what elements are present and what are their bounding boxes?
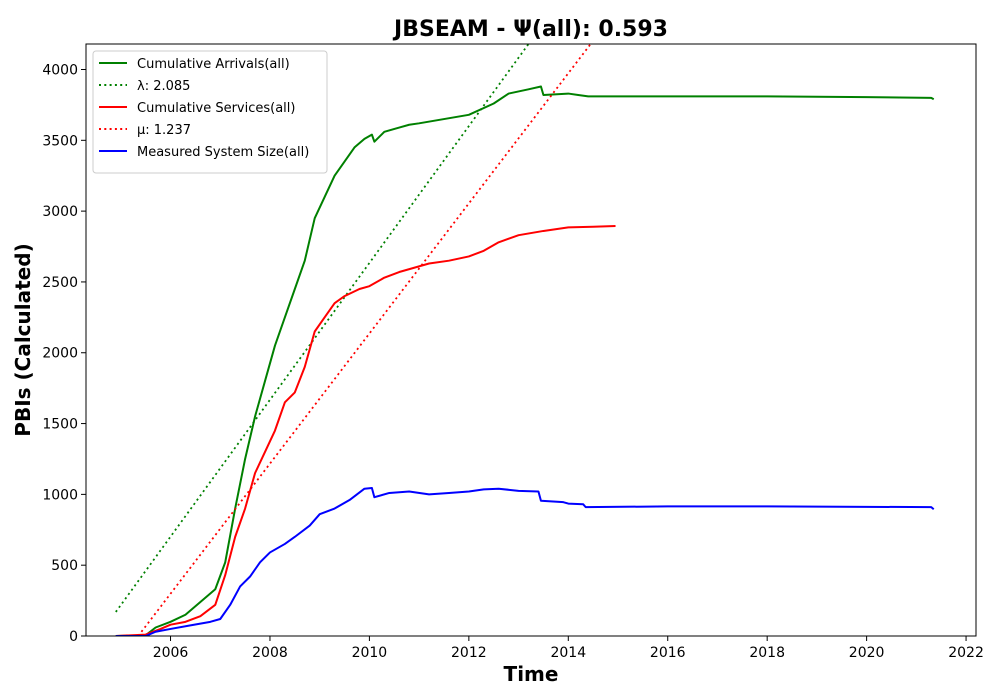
series-line-1 <box>115 44 530 613</box>
y-tick-label: 3500 <box>42 133 78 149</box>
legend-label-3: μ: 1.237 <box>137 123 191 138</box>
x-tick-label: 2012 <box>451 645 487 661</box>
y-tick-label: 2000 <box>42 346 78 362</box>
x-tick-label: 2008 <box>252 645 288 661</box>
series-line-0 <box>115 85 935 636</box>
x-axis-label: Time <box>504 662 559 686</box>
x-axis: 2006 2008 2010 2012 2014 2016 2018 2020 2022 <box>153 636 984 661</box>
y-tick-label: 2500 <box>42 275 78 291</box>
y-tick-label: 1000 <box>42 487 78 503</box>
legend: Cumulative Arrivals(all) λ: 2.085 Cumulati… <box>92 50 328 174</box>
legend-label-0: Cumulative Arrivals(all) <box>137 57 290 72</box>
y-tick-label: 3000 <box>42 204 78 220</box>
plot-frame <box>85 43 977 637</box>
y-tick-label: 500 <box>51 558 78 574</box>
chart-title: JBSEAM - Ψ(all): 0.593 <box>392 17 668 42</box>
x-tick-label: 2014 <box>550 645 586 661</box>
legend-label-4: Measured System Size(all) <box>137 145 309 160</box>
x-tick-label: 2022 <box>948 645 984 661</box>
y-axis-label: PBIs (Calculated) <box>11 243 35 436</box>
series-line-3 <box>137 44 592 636</box>
x-tick-label: 2006 <box>153 645 189 661</box>
series-layer <box>115 44 935 636</box>
legend-label-1: λ: 2.085 <box>137 79 190 94</box>
y-tick-label: 4000 <box>42 62 78 78</box>
legend-label-2: Cumulative Services(all) <box>137 101 295 116</box>
y-axis: 0 500 1000 1500 2000 2500 3000 3500 4000 <box>42 62 86 645</box>
series-line-4 <box>115 487 935 636</box>
x-tick-label: 2016 <box>650 645 686 661</box>
y-tick-label: 1500 <box>42 417 78 433</box>
x-tick-label: 2010 <box>352 645 388 661</box>
x-tick-label: 2020 <box>849 645 885 661</box>
y-tick-label: 0 <box>69 629 78 645</box>
series-line-2 <box>115 224 616 636</box>
x-tick-label: 2018 <box>749 645 785 661</box>
legend-box <box>92 50 328 174</box>
